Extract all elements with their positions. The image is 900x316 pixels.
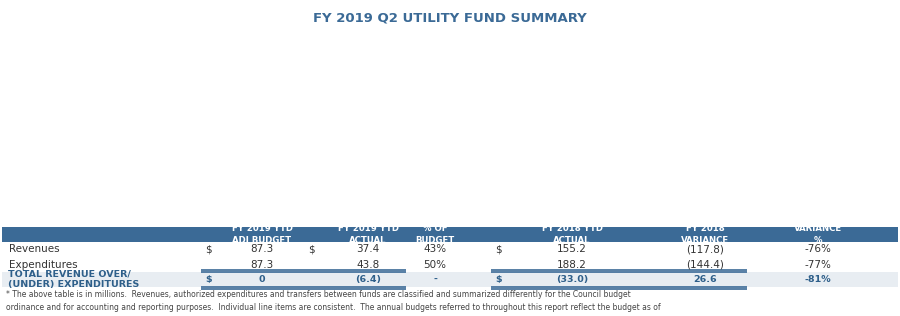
Text: 43%: 43%: [423, 244, 446, 254]
FancyBboxPatch shape: [2, 272, 898, 287]
Text: (6.4): (6.4): [355, 275, 381, 284]
Text: 155.2: 155.2: [557, 244, 587, 254]
Text: -: -: [433, 275, 436, 284]
Text: FY 2019 YTD
ADJ BUDGET: FY 2019 YTD ADJ BUDGET: [231, 224, 292, 245]
Text: Revenues: Revenues: [8, 244, 59, 254]
Text: 188.2: 188.2: [557, 259, 587, 270]
Text: (117.8): (117.8): [686, 244, 724, 254]
Text: 43.8: 43.8: [356, 259, 380, 270]
Text: VARIANCE
%: VARIANCE %: [794, 224, 842, 245]
Text: 50%: 50%: [424, 259, 446, 270]
Text: FY 2018 YTD
ACTUAL: FY 2018 YTD ACTUAL: [542, 224, 602, 245]
Text: FY 2018
VARIANCE: FY 2018 VARIANCE: [681, 224, 729, 245]
Text: FY 2019 Q2 UTILITY FUND SUMMARY: FY 2019 Q2 UTILITY FUND SUMMARY: [313, 11, 587, 25]
Text: $: $: [205, 244, 212, 254]
Text: 0: 0: [259, 275, 266, 284]
Text: Expenditures: Expenditures: [8, 259, 77, 270]
Text: -81%: -81%: [805, 275, 832, 284]
Text: $: $: [205, 275, 212, 284]
Text: (33.0): (33.0): [556, 275, 588, 284]
Text: 87.3: 87.3: [250, 244, 274, 254]
Text: -77%: -77%: [805, 259, 832, 270]
Text: -76%: -76%: [805, 244, 832, 254]
Text: 26.6: 26.6: [693, 275, 716, 284]
FancyBboxPatch shape: [2, 227, 898, 242]
Text: * The above table is in millions.  Revenues, authorized expenditures and transfe: * The above table is in millions. Revenu…: [6, 290, 661, 316]
Text: 37.4: 37.4: [356, 244, 380, 254]
Text: 87.3: 87.3: [250, 259, 274, 270]
Text: FY 2019 YTD
ACTUAL: FY 2019 YTD ACTUAL: [338, 224, 399, 245]
Text: $: $: [308, 244, 315, 254]
Text: TOTAL REVENUE OVER/
(UNDER) EXPENDITURES: TOTAL REVENUE OVER/ (UNDER) EXPENDITURES: [8, 270, 140, 289]
Text: $: $: [495, 275, 501, 284]
Text: (144.4): (144.4): [686, 259, 724, 270]
Text: $: $: [495, 244, 501, 254]
Text: % OF
BUDGET: % OF BUDGET: [416, 224, 454, 245]
